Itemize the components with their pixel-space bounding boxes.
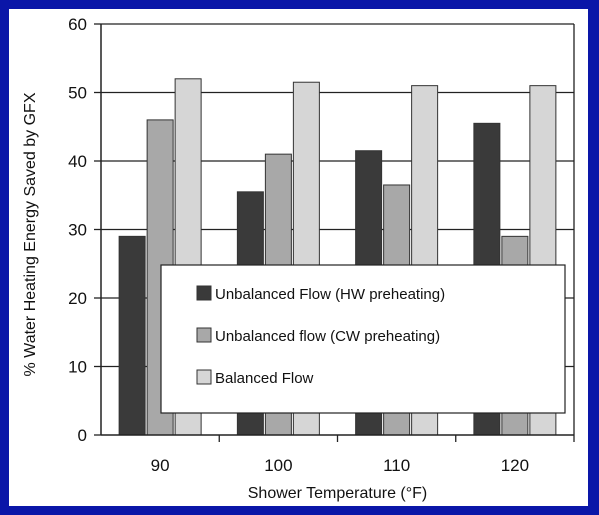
x-tick-labels: 90 100 110 120 — [151, 456, 529, 475]
y-axis-title: % Water Heating Energy Saved by GFX — [22, 92, 39, 376]
y-tick-label: 40 — [68, 152, 87, 171]
y-tick-label: 10 — [68, 358, 87, 377]
legend-label: Balanced Flow — [215, 370, 314, 387]
y-tick-label: 0 — [78, 426, 87, 445]
x-tick-label: 100 — [264, 456, 292, 475]
axes — [94, 23, 575, 442]
legend-item: Balanced Flow — [196, 369, 314, 387]
x-tick-label: 90 — [151, 456, 170, 475]
legend-label: Unbalanced flow (CW preheating) — [215, 328, 440, 345]
legend-box — [160, 264, 566, 414]
y-tick-label: 50 — [68, 84, 87, 103]
legend-item: Unbalanced Flow (HW preheating) — [196, 285, 445, 303]
legend-swatch — [196, 369, 212, 385]
legend-items: Unbalanced Flow (HW preheating) Unbalance… — [196, 285, 445, 387]
x-axis-title: Shower Temperature (°F) — [248, 485, 428, 502]
y-tick-label: 30 — [68, 221, 87, 240]
x-tick-label: 110 — [383, 456, 410, 475]
legend-label: Unbalanced Flow (HW preheating) — [215, 286, 445, 303]
legend: Unbalanced Flow (HW preheating) Unbalance… — [160, 264, 566, 414]
legend-swatch — [196, 327, 212, 343]
y-tick-labels: 0 10 20 30 40 50 60 — [68, 15, 87, 445]
legend-swatch — [196, 285, 212, 301]
x-tick-label: 120 — [501, 456, 529, 475]
legend-item: Unbalanced flow (CW preheating) — [196, 327, 440, 345]
bar — [118, 235, 146, 436]
y-tick-label: 20 — [68, 289, 87, 308]
bar-chart: 0 10 20 30 40 50 60 90 100 110 120 Shower Tempera… — [22, 15, 575, 502]
chart-frame: 0 10 20 30 40 50 60 90 100 110 120 Shower Tempera… — [9, 9, 588, 506]
y-tick-label: 60 — [68, 15, 87, 34]
